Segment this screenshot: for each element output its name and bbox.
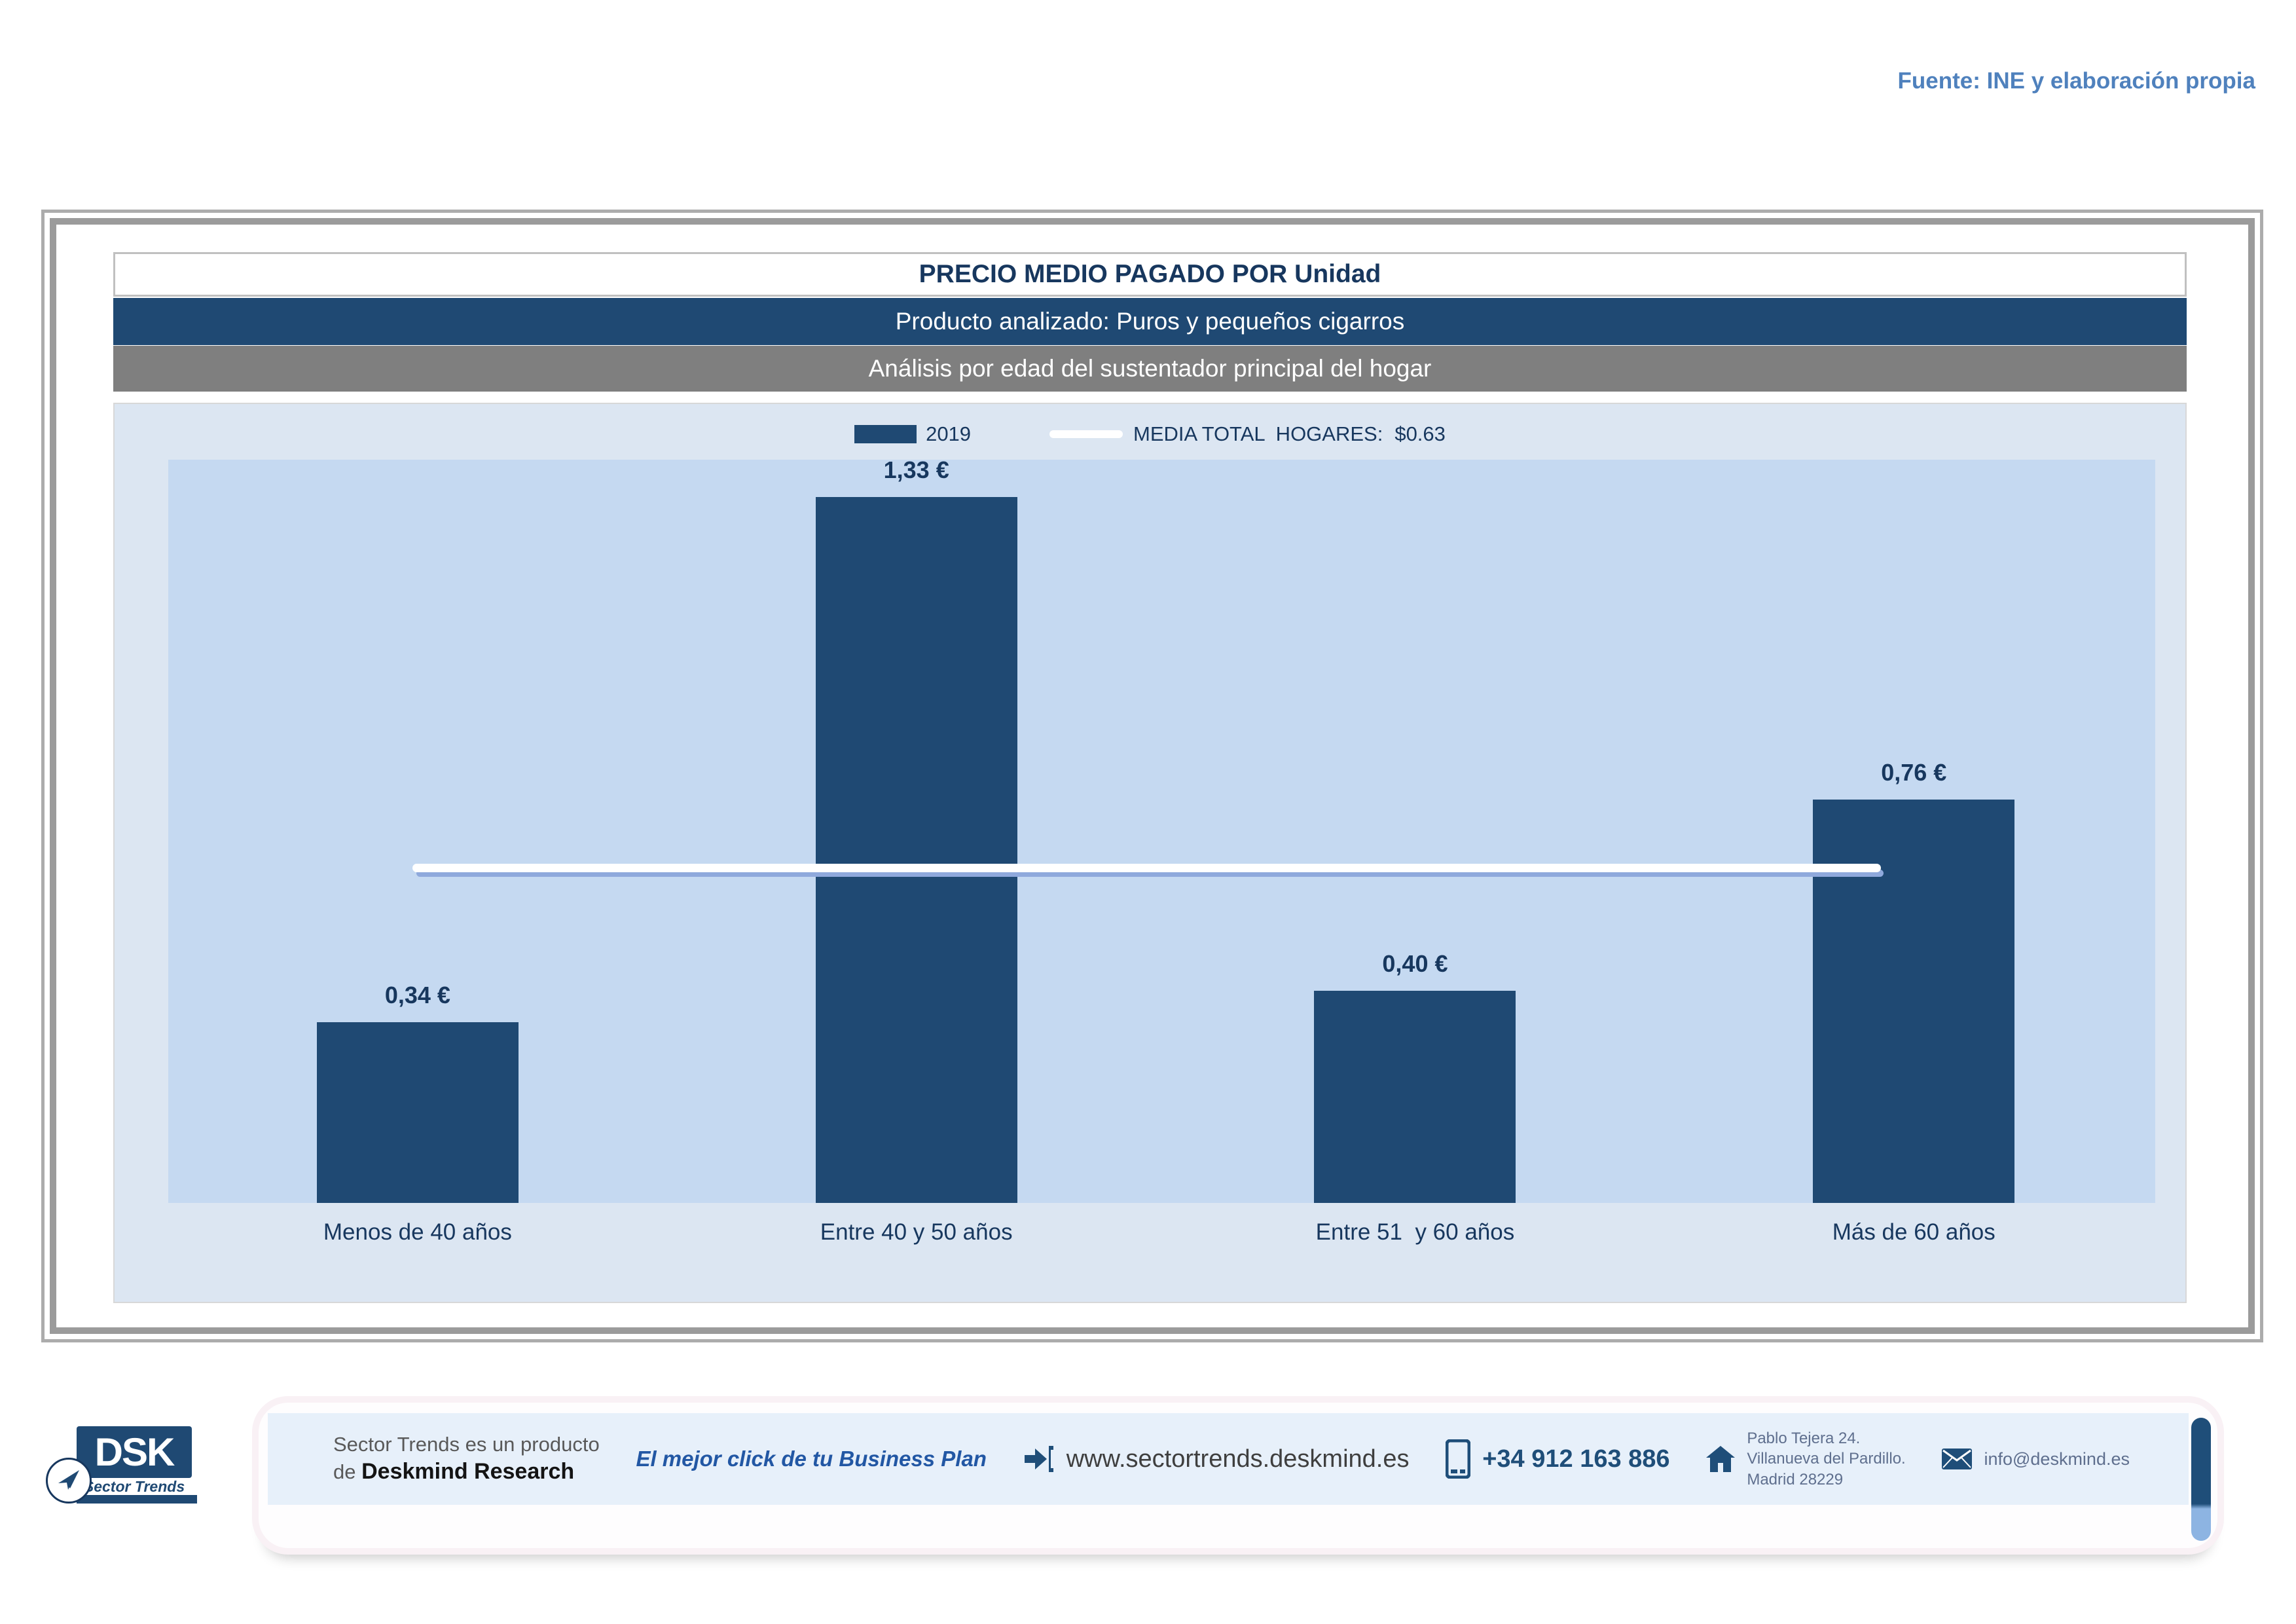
chart-area: 2019 MEDIA TOTAL HOGARES: $0.63 0,34 € 1,… [113,403,2187,1303]
dsk-logo-box: DSK [77,1426,192,1478]
footer-address-line1: Pablo Tejera 24. [1747,1430,1861,1448]
chart-legend: 2019 MEDIA TOTAL HOGARES: $0.63 [115,422,2185,446]
envelope-icon [1942,1449,1973,1469]
footer-company-name: Deskmind Research [361,1459,575,1485]
bar-value-label-1: 1,33 € [883,456,949,483]
footer-address-line2: Villanueva del Pardillo. [1747,1450,1906,1468]
bar-3 [1813,799,2015,1203]
footer-email[interactable]: info@deskmind.es [1942,1449,2130,1469]
house-icon [1706,1446,1736,1472]
legend-media-value: $0.63 [1394,422,1446,445]
footer-accent-tab [2191,1418,2211,1541]
bar-value-label-0: 0,34 € [384,982,450,1009]
bar-0 [316,1022,519,1203]
footer-address-block: Pablo Tejera 24. Villanueva del Pardillo… [1706,1428,1906,1490]
footer-product-line2: de Deskmind Research [333,1459,575,1485]
footer-phone-number[interactable]: +34 912 163 886 [1482,1445,1670,1473]
chart-header: PRECIO MEDIO PAGADO POR Unidad Producto … [113,252,2187,392]
x-axis-label-1: Entre 40 y 50 años [820,1219,1013,1245]
footer-email-address[interactable]: info@deskmind.es [1984,1449,2130,1469]
bar-value-label-3: 0,76 € [1881,758,1947,786]
x-axis-label-3: Más de 60 años [1832,1219,1995,1245]
footer-tagline: El mejor click de tu Business Plan [636,1447,987,1471]
dsk-logo-strip [77,1495,197,1504]
footer-product-text: Sector Trends es un producto de Deskmind… [333,1432,600,1485]
arrow-right-icon [1023,1442,1055,1476]
reference-line [412,864,1882,873]
legend-swatch-2019 [854,425,917,443]
footer-address-line3: Madrid 28229 [1747,1470,1844,1488]
footer: Sector Trends es un producto de Deskmind… [259,1403,2217,1548]
footer-website[interactable]: www.sectortrends.deskmind.es [1023,1442,1410,1476]
source-note: Fuente: INE y elaboración propia [1897,68,2255,94]
footer-address: Pablo Tejera 24. Villanueva del Pardillo… [1747,1428,1905,1490]
legend-label-media: MEDIA TOTAL HOGARES: [1133,422,1383,445]
x-axis-label-2: Entre 51 y 60 años [1315,1219,1515,1245]
footer-product-line1: Sector Trends es un producto [333,1433,600,1456]
chart-subtitle-analysis: Análisis por edad del sustentador princi… [113,346,2187,392]
dsk-logo-subtext: Sector Trends [77,1478,192,1495]
chart-subtitle-product: Producto analizado: Puros y pequeños cig… [113,298,2187,345]
bar-2 [1314,990,1516,1203]
phone-icon [1446,1439,1471,1479]
bar-1 [815,496,1017,1203]
plot-area: 0,34 € 1,33 € 0,40 € 0,76 € [168,456,2155,1203]
paper-plane-icon [46,1458,92,1504]
chart-title: PRECIO MEDIO PAGADO POR Unidad [113,252,2187,297]
dsk-logo: DSK Sector Trends [39,1420,223,1518]
footer-phone[interactable]: +34 912 163 886 [1446,1439,1670,1479]
footer-website-url[interactable]: www.sectortrends.deskmind.es [1066,1445,1410,1473]
legend-label-2019: 2019 [926,422,972,445]
footer-band: Sector Trends es un producto de Deskmind… [268,1413,2189,1505]
bar-value-label-2: 0,40 € [1382,950,1448,977]
legend-line-swatch [1049,430,1123,438]
x-axis-labels: Menos de 40 años Entre 40 y 50 años Entre … [168,1219,2155,1259]
x-axis-label-0: Menos de 40 años [323,1219,512,1245]
